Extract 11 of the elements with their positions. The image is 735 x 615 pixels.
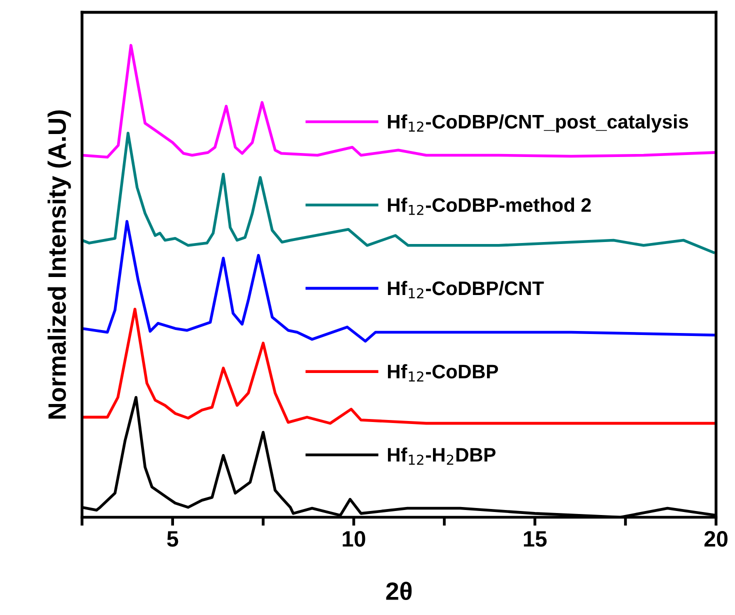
legend-label: Hf$_{12}$-CoDBP-method 2 — [388, 198, 591, 215]
legend-label: Hf$_{12}$-CoDBP — [388, 364, 498, 382]
x-tick-label: 15 — [524, 531, 547, 547]
x-tick-label: 20 — [704, 530, 728, 547]
x-axis-title: 2θ — [386, 582, 412, 600]
y-axis-title: Normalized Intensity (A.U) — [48, 110, 71, 419]
x-tick-label: 10 — [342, 530, 366, 547]
legend-label: Hf$_{12}$-H$_{2}$DBP — [388, 447, 496, 465]
legend-label: Hf$_{12}$-CoDBP/CNT_post_catalysis — [388, 114, 688, 132]
legend-label: Hf$_{12}$-CoDBP/CNT — [388, 280, 544, 298]
x-tick-label: 5 — [167, 531, 178, 547]
